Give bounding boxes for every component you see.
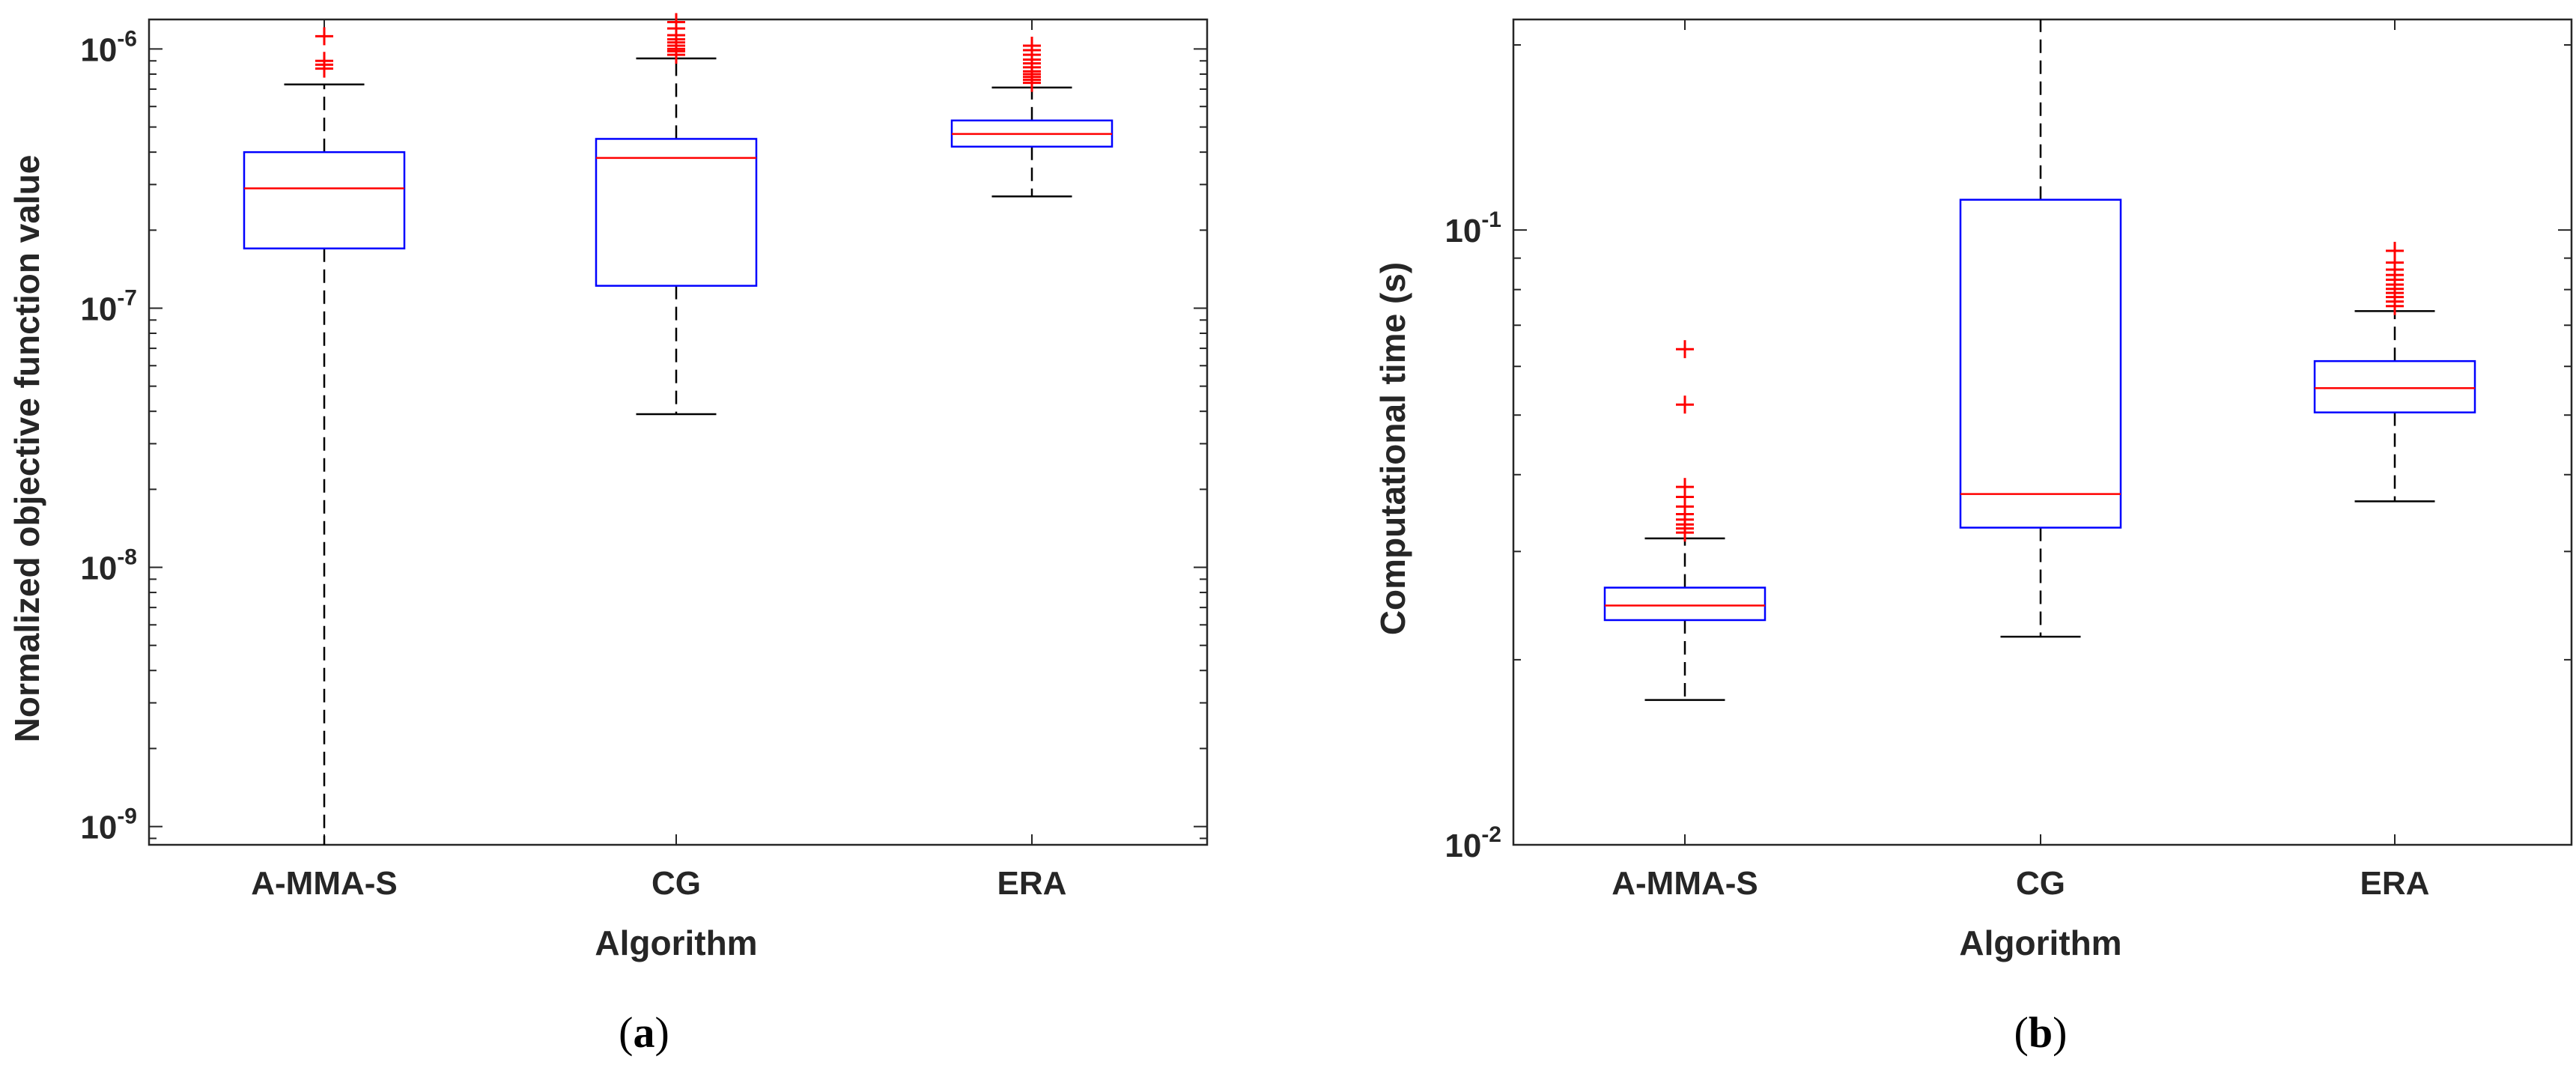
panel-a-y-tick-base: 10 xyxy=(80,291,117,327)
panel-a-a-mma-s-box-group xyxy=(243,27,406,845)
panel-b-caption: (b) xyxy=(2014,1008,2068,1057)
panel-a-y-tick-label: 10-7 xyxy=(80,285,137,327)
panel-b-cg-box xyxy=(1959,198,2122,529)
panel-a-y-tick-label: 10-9 xyxy=(80,804,137,846)
panel-a-caption-close: ) xyxy=(655,1008,669,1057)
panel-b-y-tick-base: 10 xyxy=(1445,213,1481,249)
panel-a-era-box-group xyxy=(950,36,1114,198)
panel-a-y-tick-exponent: -7 xyxy=(117,285,137,310)
panel-b-a-mma-s-box xyxy=(1603,586,1767,622)
panel-a-caption: (a) xyxy=(619,1008,669,1057)
panel-b-a-mma-s-outlier xyxy=(1676,478,1694,497)
panel-b-plot-area: 10-210-1A-MMA-S CG ERA xyxy=(1445,18,2573,902)
panel-a-a-mma-s-outlier xyxy=(315,27,333,46)
panel-b-cg-box-group xyxy=(1959,19,2122,638)
panel-b-y-tick-exponent: -2 xyxy=(1481,822,1501,847)
panel-a-x-tick-label: CG xyxy=(651,865,701,902)
panel-b-y-tick-label: 10-2 xyxy=(1445,822,1501,864)
panel-a-y-tick-exponent: -8 xyxy=(117,545,137,570)
panel-b-a-mma-s-outlier xyxy=(1676,395,1694,414)
panel-b-era-outlier xyxy=(2386,241,2404,260)
panel-a-a-mma-s-outlier xyxy=(315,52,333,70)
panel-a-axes-frame xyxy=(148,18,1209,846)
panel-b-y-tick-base: 10 xyxy=(1445,828,1481,864)
panel-b-y-tick-exponent: -1 xyxy=(1481,207,1501,232)
panel-a-caption-letter: a xyxy=(634,1008,655,1057)
panel-a-era-outlier xyxy=(1023,36,1041,55)
panel-b-caption-letter: b xyxy=(2029,1008,2053,1057)
panel-b-a-mma-s-outlier xyxy=(1676,340,1694,359)
panel-a-y-tick-exponent: -6 xyxy=(117,26,137,51)
panel-b-x-tick-label: ERA xyxy=(2360,865,2430,902)
panel-b-caption-close: ) xyxy=(2053,1008,2067,1057)
panel-b-era-box xyxy=(2313,359,2476,413)
panel-b-y-axis-title: Computational time (s) xyxy=(1373,262,1412,635)
panel-b-x-tick-label: A-MMA-S xyxy=(1611,865,1758,902)
panel-a-y-tick-base: 10 xyxy=(80,810,117,846)
panel-a-cg-outlier xyxy=(667,13,685,31)
panel-b-era-box-group xyxy=(2313,241,2476,503)
panel-a-objective-value: 10-910-810-710-6A-MMA-S CG ERA Algorithm N… xyxy=(7,13,1209,1057)
panel-b-caption-open: ( xyxy=(2014,1008,2029,1057)
panel-a-cg-box xyxy=(595,138,758,287)
panel-a-x-axis-title: Algorithm xyxy=(595,923,757,962)
panel-a-y-tick-label: 10-8 xyxy=(80,545,137,587)
panel-b-y-tick-label: 10-1 xyxy=(1445,207,1501,249)
panel-a-y-tick-exponent: -9 xyxy=(117,804,137,829)
panel-a-a-mma-s-box xyxy=(243,151,406,249)
panel-b-a-mma-s-box-group xyxy=(1603,340,1767,701)
panel-a-y-axis-title: Normalized objective function value xyxy=(7,155,46,743)
panel-a-x-tick-label: A-MMA-S xyxy=(251,865,398,902)
panel-b-computational-time: 10-210-1A-MMA-S CG ERA Algorithm Computati… xyxy=(1373,18,2573,1057)
panel-a-x-tick-label: ERA xyxy=(997,865,1067,902)
panel-b-x-axis-title: Algorithm xyxy=(1959,923,2121,962)
panel-a-y-tick-label: 10-6 xyxy=(80,26,137,68)
panel-a-y-tick-base: 10 xyxy=(80,31,117,68)
panel-a-cg-box-group xyxy=(595,13,758,416)
panel-a-caption-open: ( xyxy=(619,1008,633,1057)
panel-b-axes-frame xyxy=(1512,18,2573,846)
panel-a-plot-area: 10-910-810-710-6A-MMA-S CG ERA xyxy=(80,13,1209,902)
panel-b-x-tick-label: CG xyxy=(2016,865,2065,902)
panel-a-y-tick-base: 10 xyxy=(80,550,117,587)
